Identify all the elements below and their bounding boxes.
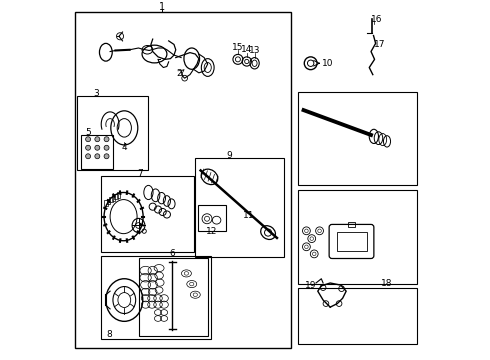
- Text: 6: 6: [170, 249, 175, 258]
- Circle shape: [95, 137, 100, 142]
- Text: 4: 4: [122, 143, 127, 152]
- Text: 19: 19: [305, 281, 317, 290]
- Text: 5: 5: [85, 128, 91, 137]
- Bar: [101, 176, 194, 252]
- Circle shape: [86, 145, 91, 150]
- Bar: [81, 135, 113, 169]
- Bar: [298, 288, 417, 345]
- Text: 11: 11: [243, 211, 254, 220]
- Bar: [298, 93, 417, 185]
- Text: 14: 14: [241, 45, 252, 54]
- Bar: [74, 13, 291, 348]
- Text: 17: 17: [374, 40, 386, 49]
- Circle shape: [104, 137, 109, 142]
- Text: 16: 16: [370, 15, 382, 24]
- Bar: [104, 200, 108, 206]
- Text: 13: 13: [249, 46, 260, 55]
- Circle shape: [86, 154, 91, 159]
- Circle shape: [104, 145, 109, 150]
- Bar: [77, 96, 148, 171]
- Text: 2: 2: [176, 69, 182, 78]
- Bar: [106, 198, 110, 204]
- Text: 3: 3: [94, 89, 99, 98]
- Bar: [101, 256, 211, 339]
- Text: 15: 15: [232, 43, 244, 52]
- Bar: [198, 205, 226, 231]
- Circle shape: [95, 154, 100, 159]
- Bar: [298, 190, 417, 284]
- Bar: [348, 222, 355, 227]
- Bar: [114, 194, 118, 199]
- Text: 18: 18: [381, 279, 393, 288]
- Text: 1: 1: [158, 2, 165, 12]
- Bar: [337, 231, 367, 251]
- Bar: [109, 197, 113, 202]
- Text: 8: 8: [106, 330, 112, 339]
- Text: 12: 12: [206, 227, 218, 236]
- Bar: [196, 158, 284, 257]
- Bar: [139, 258, 208, 336]
- Text: 9: 9: [226, 151, 232, 160]
- Text: 10: 10: [322, 59, 334, 68]
- Text: 7: 7: [137, 169, 143, 178]
- Bar: [117, 193, 121, 198]
- Circle shape: [86, 137, 91, 142]
- Circle shape: [104, 154, 109, 159]
- Circle shape: [95, 145, 100, 150]
- Bar: [112, 195, 116, 201]
